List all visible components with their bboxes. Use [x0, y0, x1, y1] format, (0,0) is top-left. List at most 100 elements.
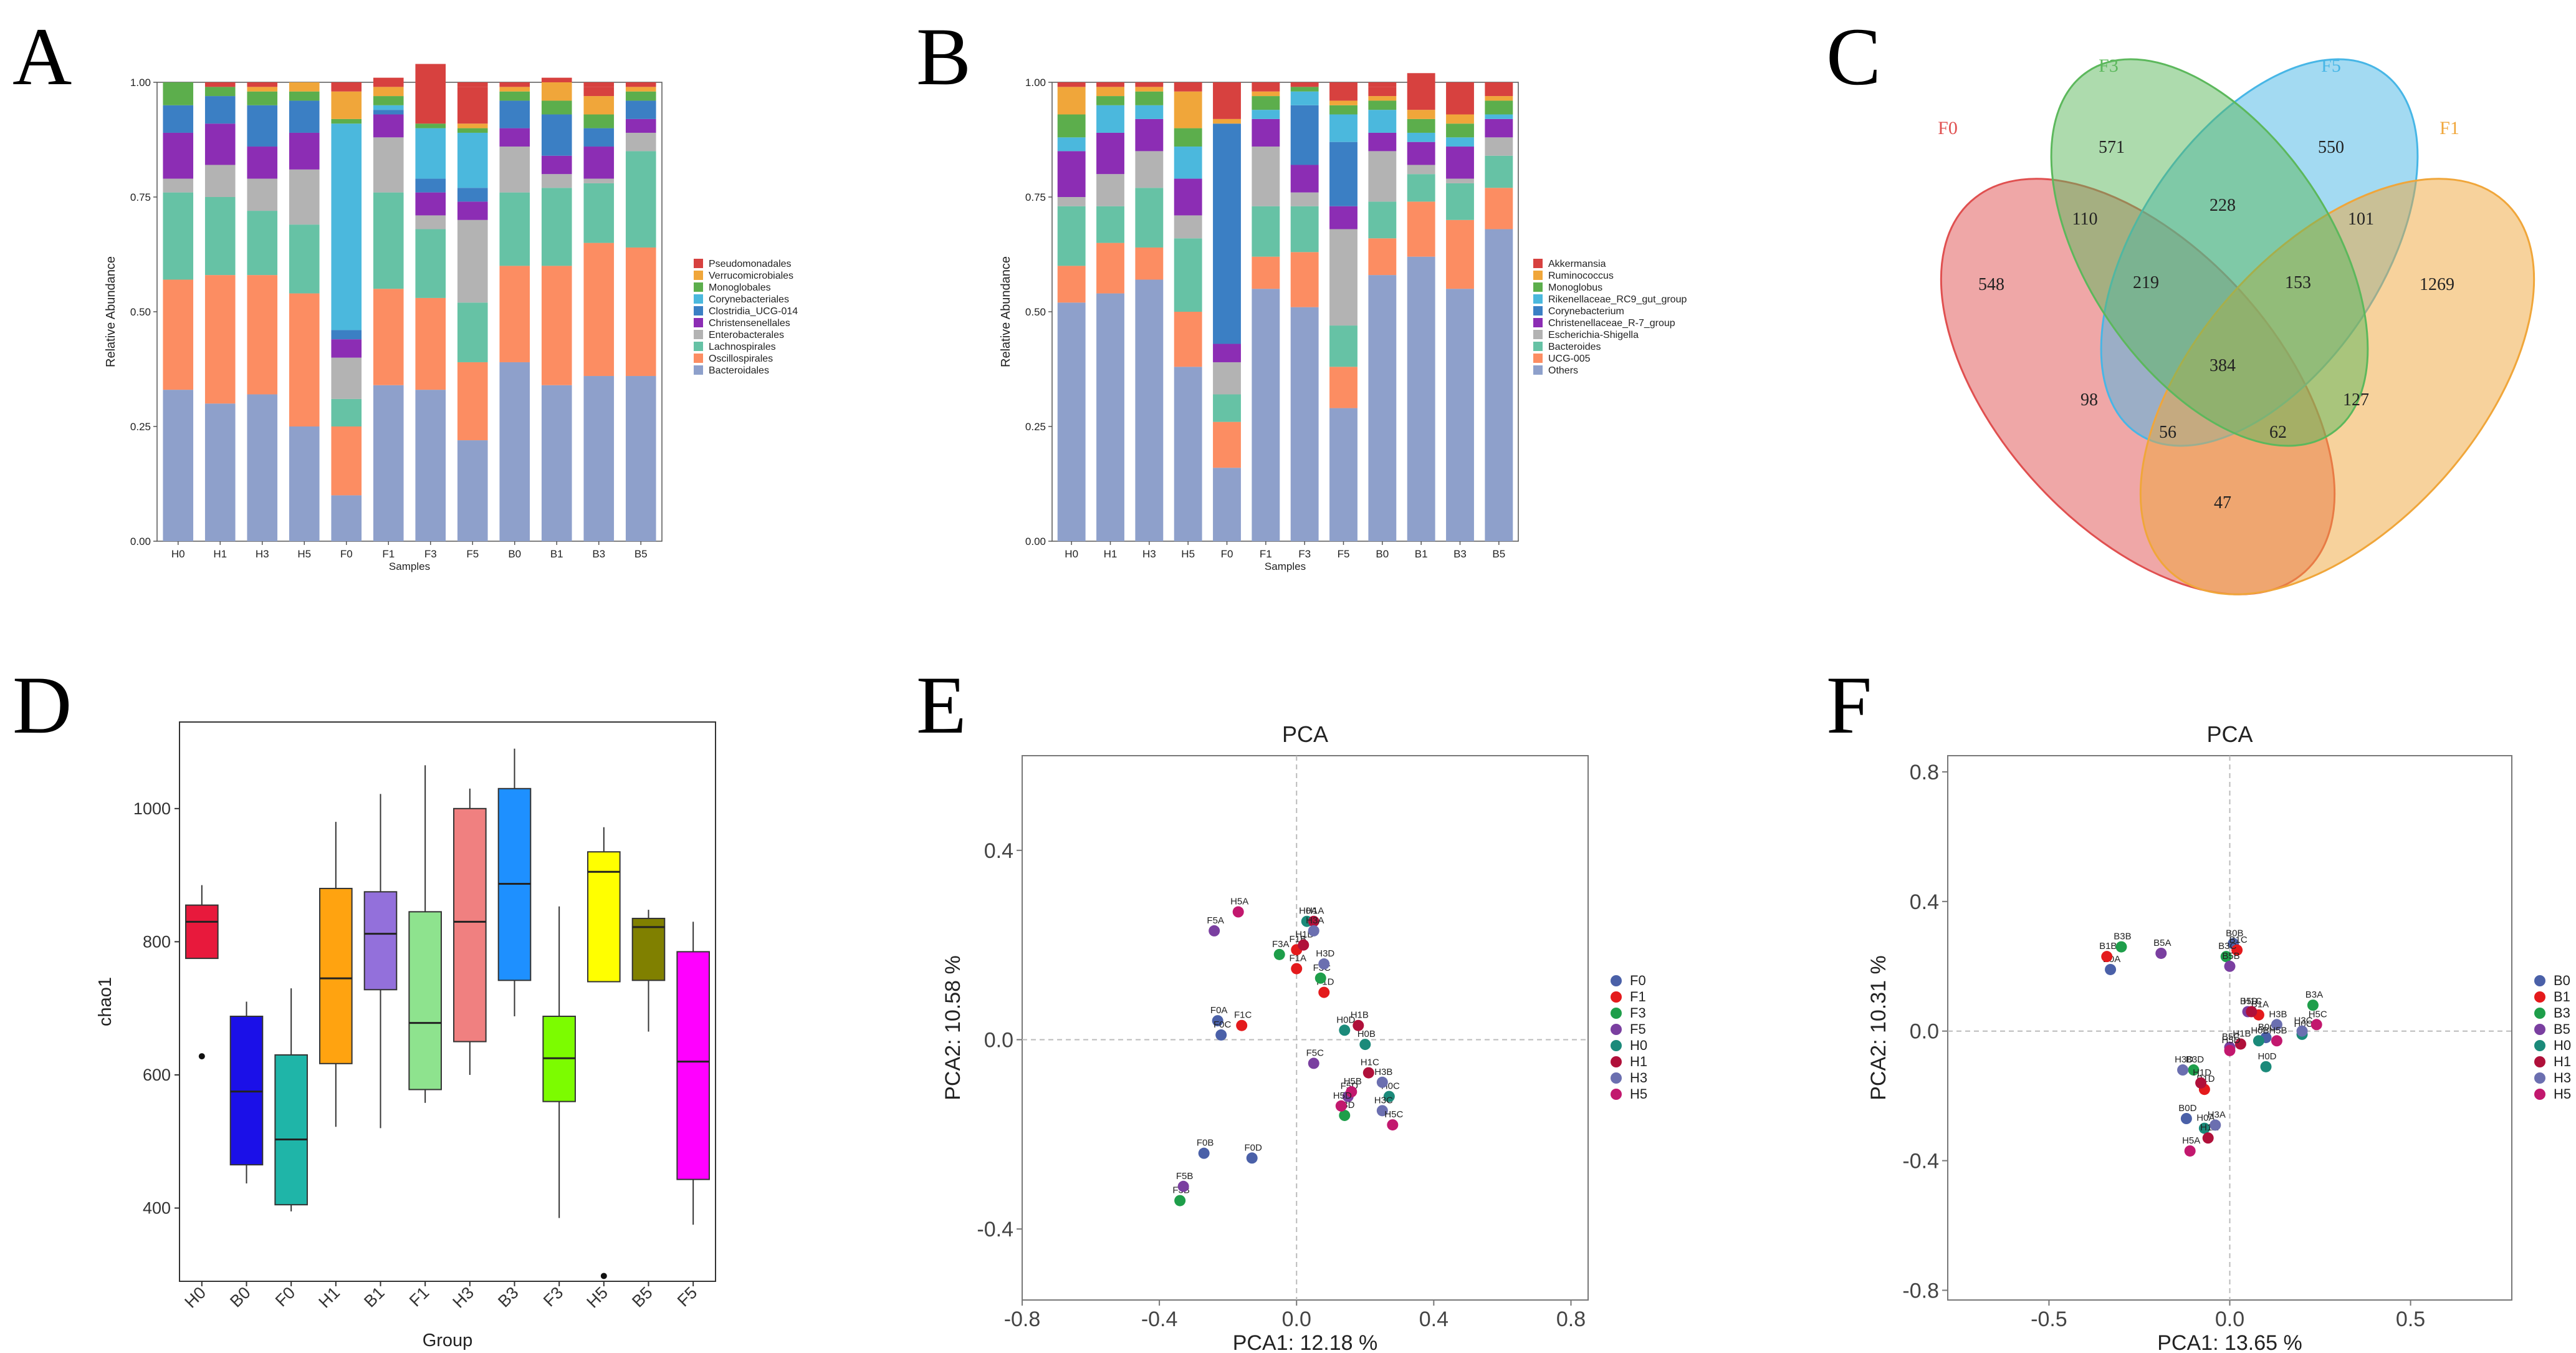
bar-oscillospirales-f5 — [457, 362, 488, 441]
y-axis-label: PCA2: 10.31 % — [1867, 955, 1890, 1100]
legend-swatch-christenellaceae-r-7-group — [1533, 318, 1543, 327]
x-tick-label-h3: H3 — [449, 1283, 477, 1312]
bar-christensenellales-h1 — [204, 123, 236, 165]
legend-label-f0: F0 — [1630, 973, 1646, 988]
box-h0 — [185, 904, 219, 960]
bar-ucg-005-h0 — [1057, 266, 1086, 303]
point-f1a — [1291, 963, 1303, 975]
bar-ruminococcus-f1 — [1252, 91, 1280, 97]
bar-top-remainder-b3 — [583, 82, 615, 87]
point-b0d — [2180, 1113, 2192, 1124]
bar-verrucomicrobiales-b1 — [541, 82, 572, 101]
point-b3a — [2307, 999, 2319, 1011]
legend-marker-f3 — [1611, 1008, 1622, 1019]
bar-akkermansia-f0 — [1213, 82, 1241, 119]
point-label-h3c: H3C — [1374, 1095, 1393, 1105]
bar-akkermansia-h3 — [1135, 82, 1164, 87]
bar-others-h1 — [1096, 293, 1124, 541]
bar-oscillospirales-f1 — [373, 289, 404, 385]
point-f3c — [1314, 972, 1326, 984]
x-tick-label-f5: F5 — [674, 1283, 701, 1310]
bar-monoglobales-f0 — [331, 118, 362, 124]
legend-label-h3: H3 — [2554, 1070, 2571, 1086]
legend-label-b3: B3 — [2554, 1005, 2570, 1021]
point-label-b0b: B0B — [2226, 928, 2243, 938]
bar-ruminococcus-h3 — [1135, 87, 1164, 92]
bar-rikenellaceae-rc9-gut-group-h1 — [1096, 105, 1124, 133]
box-b1 — [363, 891, 398, 991]
bar-monoglobales-f1 — [373, 96, 404, 105]
point-f5c — [1308, 1057, 1319, 1069]
point-label-h5a: H5A — [1230, 897, 1248, 907]
point-h3c — [1376, 1105, 1388, 1117]
point-h1a — [2202, 1132, 2214, 1144]
x-axis-label: PCA1: 12.18 % — [1233, 1331, 1377, 1353]
x-tick-label: B0 — [508, 548, 521, 560]
bar-verrucomicrobiales-b0 — [499, 87, 530, 92]
bar-monoglobales-h5 — [289, 91, 320, 101]
bar-escherichia-shigella-f5 — [1329, 229, 1357, 326]
bar-monoglobales-h0 — [163, 82, 194, 105]
bar-enterobacterales-h1 — [204, 165, 236, 197]
bar-lachnospirales-f3 — [415, 229, 446, 298]
y-tick-label: 0.00 — [1025, 536, 1046, 547]
bar-others-b0 — [1368, 275, 1397, 541]
x-tick-label: F1 — [382, 548, 395, 560]
y-tick-label: 0.00 — [130, 536, 151, 547]
legend-marker-h0 — [2534, 1040, 2545, 1051]
x-tick-label: F1 — [1260, 548, 1272, 560]
bar-corynebacterium-f0 — [1213, 123, 1241, 344]
x-axis-label: PCA1: 13.65 % — [2157, 1331, 2302, 1353]
legend-swatch-ucg-005 — [1533, 354, 1543, 363]
bar-rikenellaceae-rc9-gut-group-h5 — [1174, 147, 1202, 179]
outlier-h0 — [198, 1053, 205, 1060]
bar-lachnospirales-h0 — [163, 192, 194, 280]
point-label-b5d: B5D — [2240, 996, 2258, 1007]
bar-corynebacteriales-f3 — [415, 128, 446, 179]
bar-monoglobus-b3 — [1446, 123, 1474, 138]
point-h1d — [2195, 1077, 2207, 1089]
bar-lachnospirales-b5 — [625, 151, 656, 248]
x-tick-label: 0.8 — [1556, 1307, 1586, 1331]
venn-count-f1: 1269 — [2420, 275, 2454, 294]
point-b1c — [2231, 944, 2243, 956]
point-f3d — [1339, 1109, 1351, 1121]
panel-b-stacked-bar-chart: 0.00 0.25 0.50 0.75 1.00 H0 H1 H3 H5 F0 F1 F3 F5 B0 B1… — [999, 73, 1687, 572]
x-tick-label: F5 — [1338, 548, 1350, 560]
bar-clostridia-ucg-014-f3 — [415, 178, 446, 193]
bar-monoglobales-f3 — [415, 123, 446, 128]
bar-enterobacterales-b5 — [625, 132, 656, 152]
point-label-h0a: H0A — [2196, 1113, 2214, 1124]
point-h3b — [1376, 1076, 1388, 1088]
x-tick-label: 0.5 — [2396, 1307, 2425, 1331]
bar-monoglobus-h1 — [1096, 96, 1124, 105]
bar-rikenellaceae-rc9-gut-group-h0 — [1057, 137, 1086, 152]
x-tick-label-b3: B3 — [494, 1283, 522, 1311]
venn-count-f0: 548 — [1978, 275, 2004, 294]
bar-bacteroidales-h3 — [247, 394, 278, 541]
bar-ucg-005-b0 — [1368, 238, 1397, 276]
bar-lachnospirales-f1 — [373, 192, 404, 289]
point-f1d — [1318, 986, 1330, 998]
point-h0d — [2260, 1061, 2272, 1072]
bar-monoglobales-b0 — [499, 91, 530, 101]
y-tick-label: -0.4 — [1902, 1150, 1939, 1173]
legend-swatch-akkermansia — [1533, 259, 1543, 268]
bar-enterobacterales-f5 — [457, 219, 488, 303]
bar-rikenellaceae-rc9-gut-group-b3 — [1446, 137, 1474, 147]
bar-escherichia-shigella-h3 — [1135, 151, 1164, 188]
panel-letter-b: B — [916, 11, 971, 102]
plot-frame — [179, 721, 716, 1282]
legend-marker-f5 — [1611, 1024, 1622, 1035]
bar-clostridia-ucg-014-h5 — [289, 100, 320, 133]
point-label-h5d: H5D — [2221, 1035, 2240, 1046]
legend-marker-h3 — [1611, 1072, 1622, 1084]
bar-others-b3 — [1446, 289, 1474, 541]
point-label-f1a: F1A — [1289, 953, 1306, 964]
legend-label-f1: F1 — [1630, 989, 1646, 1004]
bar-oscillospirales-h5 — [289, 293, 320, 426]
y-tick-label: 0.75 — [130, 191, 151, 203]
bar-enterobacterales-f0 — [331, 357, 362, 399]
bar-oscillospirales-b3 — [583, 243, 615, 377]
bar-bacteroidales-f5 — [457, 440, 488, 541]
